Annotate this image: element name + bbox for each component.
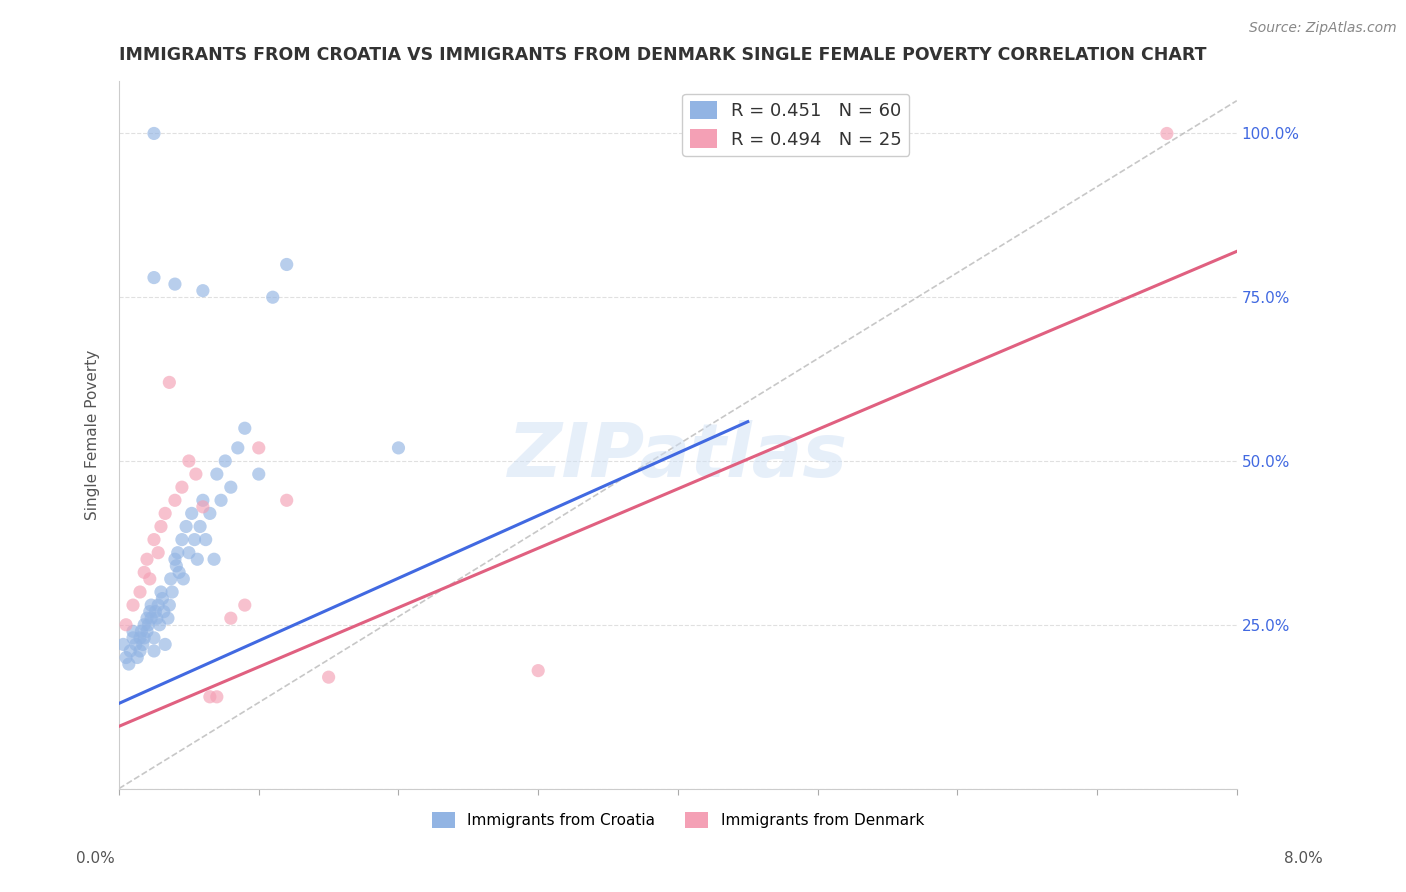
Point <box>150 591 173 606</box>
Point <box>157 598 180 612</box>
Point <box>276 257 298 271</box>
Point <box>177 546 200 560</box>
Point <box>139 605 162 619</box>
Point <box>233 421 256 435</box>
Point <box>146 611 169 625</box>
Point <box>131 624 153 639</box>
Point <box>186 552 208 566</box>
Point <box>180 507 202 521</box>
Point <box>143 533 166 547</box>
Point <box>202 552 225 566</box>
Point <box>122 624 145 639</box>
Point <box>134 566 156 580</box>
Point <box>152 605 174 619</box>
Point <box>132 637 155 651</box>
Text: IMMIGRANTS FROM CROATIA VS IMMIGRANTS FROM DENMARK SINGLE FEMALE POVERTY CORRELA: IMMIGRANTS FROM CROATIA VS IMMIGRANTS FR… <box>120 46 1206 64</box>
Point <box>160 585 183 599</box>
Point <box>387 441 409 455</box>
Point <box>191 284 214 298</box>
Point <box>209 493 232 508</box>
Point <box>163 552 186 566</box>
Point <box>122 598 145 612</box>
Point <box>157 376 180 390</box>
Point <box>127 650 149 665</box>
Point <box>172 572 194 586</box>
Point <box>163 493 186 508</box>
Point <box>159 572 181 586</box>
Point <box>194 533 217 547</box>
Point <box>170 533 193 547</box>
Y-axis label: Single Female Poverty: Single Female Poverty <box>86 350 100 520</box>
Point <box>148 617 170 632</box>
Text: 8.0%: 8.0% <box>1284 851 1323 865</box>
Point <box>120 644 142 658</box>
Point <box>149 519 172 533</box>
Point <box>191 493 214 508</box>
Point <box>129 631 152 645</box>
Point <box>163 277 186 292</box>
Point <box>226 441 249 455</box>
Point <box>165 558 187 573</box>
Point <box>170 480 193 494</box>
Point <box>177 454 200 468</box>
Point <box>262 290 284 304</box>
Point <box>141 611 163 625</box>
Point <box>139 572 162 586</box>
Point <box>138 617 160 632</box>
Point <box>184 467 207 481</box>
Point <box>146 598 169 612</box>
Point <box>214 454 236 468</box>
Point <box>145 605 167 619</box>
Point <box>247 441 270 455</box>
Point <box>115 650 138 665</box>
Point <box>125 637 148 651</box>
Point <box>136 611 159 625</box>
Point <box>129 644 152 658</box>
Text: 0.0%: 0.0% <box>76 851 115 865</box>
Point <box>143 127 166 141</box>
Point <box>143 631 166 645</box>
Point <box>118 657 141 671</box>
Point <box>183 533 205 547</box>
Point <box>153 637 176 651</box>
Legend: Immigrants from Croatia, Immigrants from Denmark: Immigrants from Croatia, Immigrants from… <box>426 805 931 834</box>
Text: Source: ZipAtlas.com: Source: ZipAtlas.com <box>1249 21 1396 35</box>
Point <box>122 631 145 645</box>
Point <box>134 631 156 645</box>
Point <box>149 585 172 599</box>
Point <box>153 507 176 521</box>
Point <box>527 664 550 678</box>
Point <box>233 598 256 612</box>
Point <box>205 467 228 481</box>
Point <box>219 480 242 494</box>
Point <box>136 624 159 639</box>
Point <box>198 507 221 521</box>
Point <box>174 519 197 533</box>
Point <box>247 467 270 481</box>
Text: ZIPatlas: ZIPatlas <box>508 419 848 492</box>
Point <box>134 617 156 632</box>
Point <box>198 690 221 704</box>
Point <box>318 670 340 684</box>
Point <box>143 270 166 285</box>
Point <box>167 566 190 580</box>
Point <box>166 546 188 560</box>
Point <box>191 500 214 514</box>
Point <box>156 611 179 625</box>
Point <box>219 611 242 625</box>
Point <box>115 617 138 632</box>
Point <box>146 546 169 560</box>
Point <box>188 519 211 533</box>
Point <box>1156 127 1178 141</box>
Point <box>136 552 159 566</box>
Point <box>143 644 166 658</box>
Point <box>141 598 163 612</box>
Point <box>276 493 298 508</box>
Point <box>112 637 135 651</box>
Point <box>205 690 228 704</box>
Point <box>129 585 152 599</box>
